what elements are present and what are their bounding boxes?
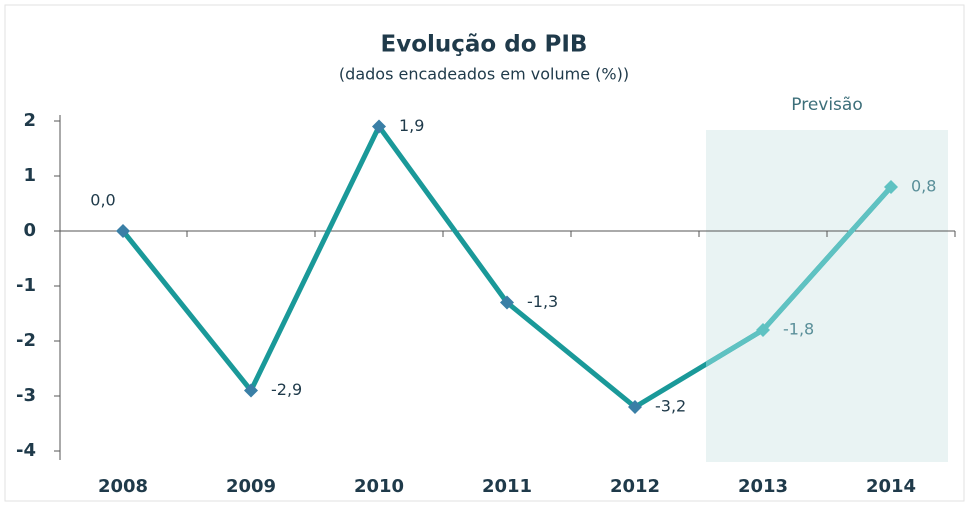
marker [628, 400, 642, 414]
marker [372, 119, 386, 134]
forecast-region [706, 130, 948, 462]
x-tick-label: 2010 [354, 476, 404, 497]
y-tick-label: 0 [23, 220, 36, 241]
y-tick-label: -2 [16, 330, 36, 351]
chart-subtitle: (dados encadeados em volume (%)) [339, 65, 629, 84]
y-tick-label: -1 [16, 275, 36, 296]
x-tick-label: 2008 [98, 476, 148, 497]
x-tick-label: 2009 [226, 476, 276, 497]
chart-title: Evolução do PIB [381, 32, 588, 58]
value-label: 0,8 [911, 177, 936, 196]
value-label: 0,0 [90, 191, 115, 210]
value-label: -3,2 [655, 397, 686, 416]
y-tick-label: -3 [16, 385, 36, 406]
x-tick-label: 2014 [866, 476, 916, 497]
marker [116, 224, 130, 238]
value-label: -1,3 [527, 292, 558, 311]
marker [884, 180, 898, 194]
x-tick-label: 2012 [610, 476, 660, 497]
value-label: -2,9 [271, 380, 302, 399]
marker [244, 383, 258, 398]
marker [500, 295, 514, 310]
marker [756, 323, 770, 337]
annotation: Previsão [791, 95, 863, 115]
y-tick-label: 2 [23, 110, 36, 131]
x-tick-label: 2013 [738, 476, 788, 497]
y-tick-label: -4 [16, 440, 36, 461]
x-tick-label: 2011 [482, 476, 532, 497]
y-tick-label: 1 [23, 165, 36, 186]
value-label: 1,9 [399, 116, 424, 135]
value-label: -1,8 [783, 320, 814, 339]
